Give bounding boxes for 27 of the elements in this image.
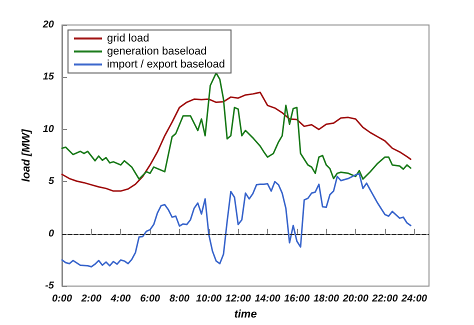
x-axis-title: time [234, 308, 257, 320]
y-tick-label: 15 [42, 72, 54, 83]
x-tick-label: 24:00 [400, 294, 428, 305]
x-tick-label: 12:00 [225, 294, 252, 305]
x-tick-label: 0:00 [52, 294, 72, 305]
line-series [61, 72, 412, 180]
x-tick-label: 2:00 [80, 294, 102, 305]
x-tick-label: 16:00 [284, 294, 310, 305]
x-tick-label: 10:00 [196, 294, 222, 305]
y-tick-label: -5 [45, 280, 54, 292]
x-tick-label: 8:00 [169, 294, 190, 305]
y-tick-label: 0 [48, 228, 54, 240]
x-tick-label: 14:00 [254, 294, 281, 305]
legend-label: generation baseload [107, 46, 207, 58]
x-tick-label: 4:00 [110, 294, 132, 305]
x-tick-label: 20:00 [342, 294, 369, 305]
y-tick-label: 5 [48, 176, 54, 188]
x-tick-label: 6:00 [140, 294, 161, 305]
y-axis-title: load [MW] [20, 128, 32, 182]
y-tick-label: 10 [42, 124, 54, 135]
legend-label: import / export baseload [107, 58, 226, 70]
legend-label: grid load [107, 32, 150, 44]
x-tick-label: 18:00 [313, 294, 340, 305]
line-series [61, 173, 412, 268]
x-tick-label: 22:00 [371, 294, 398, 305]
line-series [61, 92, 412, 192]
y-tick-label: 20 [42, 20, 54, 30]
